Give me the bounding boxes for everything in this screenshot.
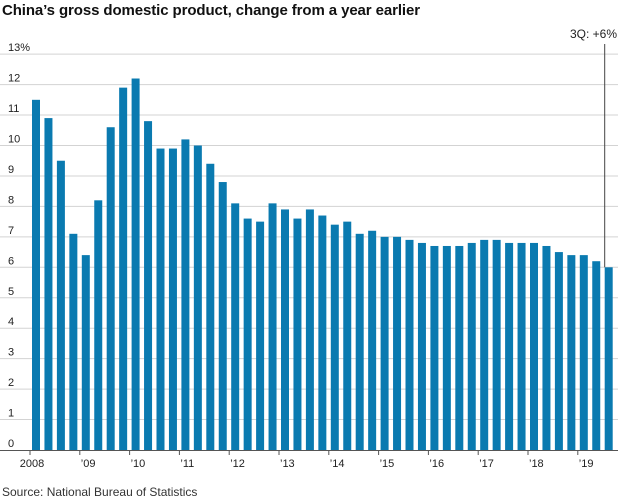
bar [542, 245, 551, 450]
bar [44, 118, 53, 450]
y-tick-label: 6 [8, 255, 14, 267]
bar [281, 209, 289, 450]
bar [530, 242, 538, 450]
x-tick-label: ’11 [180, 458, 194, 470]
bar [106, 127, 115, 450]
x-tick-label: ’19 [579, 458, 594, 470]
bar [455, 245, 464, 450]
bar [32, 99, 40, 450]
y-tick-label: 1 [8, 408, 14, 420]
bar [218, 182, 227, 451]
y-tick-label: 9 [8, 164, 14, 176]
bar [119, 87, 128, 450]
x-tick-label: ’14 [330, 458, 345, 470]
bar [193, 145, 202, 450]
bar [243, 218, 252, 450]
x-tick-label: ’09 [81, 458, 96, 470]
source-note: Source: National Bureau of Statistics [2, 485, 198, 499]
bar [94, 200, 103, 450]
bar [206, 163, 215, 450]
y-tick-label: 2 [8, 377, 14, 389]
bar [355, 233, 364, 450]
bar [318, 215, 327, 450]
x-tick-label: ’16 [429, 458, 444, 470]
bar [480, 239, 489, 450]
bar [81, 255, 90, 450]
bar [505, 242, 514, 450]
bar [231, 203, 240, 450]
bar [405, 239, 414, 450]
bar [168, 148, 177, 451]
bar [380, 236, 389, 450]
x-tick-label: ’12 [230, 458, 245, 470]
x-tick-label: ’15 [380, 458, 395, 470]
x-tick-label: 2008 [20, 458, 44, 470]
bar [156, 148, 165, 451]
annotation-label: 3Q: +6% [570, 27, 617, 41]
y-tick-label: 10 [8, 134, 20, 146]
x-tick-label: ’17 [479, 458, 494, 470]
x-axis-ticks: 2008 ’09 ’10 ’11 ’12 ’13 ’14 ’15 ’16 ’17 ’18 ’19 [20, 450, 594, 470]
chart-title: China’s gross domestic product, change f… [2, 2, 420, 19]
bar [442, 245, 451, 450]
bar [592, 261, 601, 450]
bar [492, 239, 501, 450]
bar [517, 242, 526, 450]
bar [330, 224, 339, 450]
bar [554, 252, 563, 450]
y-tick-label: 11 [8, 103, 19, 115]
bar [69, 233, 78, 450]
y-tick-label: 0 [8, 438, 14, 450]
bar [56, 160, 65, 451]
bar [305, 209, 314, 450]
bar [579, 255, 588, 450]
bar [293, 218, 302, 450]
bar [256, 221, 265, 451]
y-tick-label: 12 [8, 73, 20, 85]
bar [467, 242, 476, 450]
bar [417, 242, 426, 450]
annotation: 3Q: +6% [570, 27, 617, 268]
y-tick-label: 4 [8, 316, 14, 328]
bar [144, 121, 153, 450]
bar [567, 255, 576, 450]
bar [393, 236, 402, 450]
bar [430, 245, 439, 450]
bar [368, 230, 377, 450]
y-tick-label: 13% [8, 42, 30, 54]
bar [181, 139, 190, 450]
y-tick-label: 8 [8, 194, 14, 206]
x-tick-label: ’10 [131, 458, 146, 470]
bar [604, 267, 613, 450]
y-tick-label: 5 [8, 286, 14, 298]
bar [343, 221, 352, 451]
y-tick-label: 3 [8, 347, 14, 359]
bars [32, 78, 613, 451]
x-tick-label: ’18 [529, 458, 544, 470]
bar [131, 78, 140, 450]
x-tick-label: ’13 [280, 458, 295, 470]
y-tick-label: 7 [8, 225, 14, 237]
bar [268, 203, 277, 450]
